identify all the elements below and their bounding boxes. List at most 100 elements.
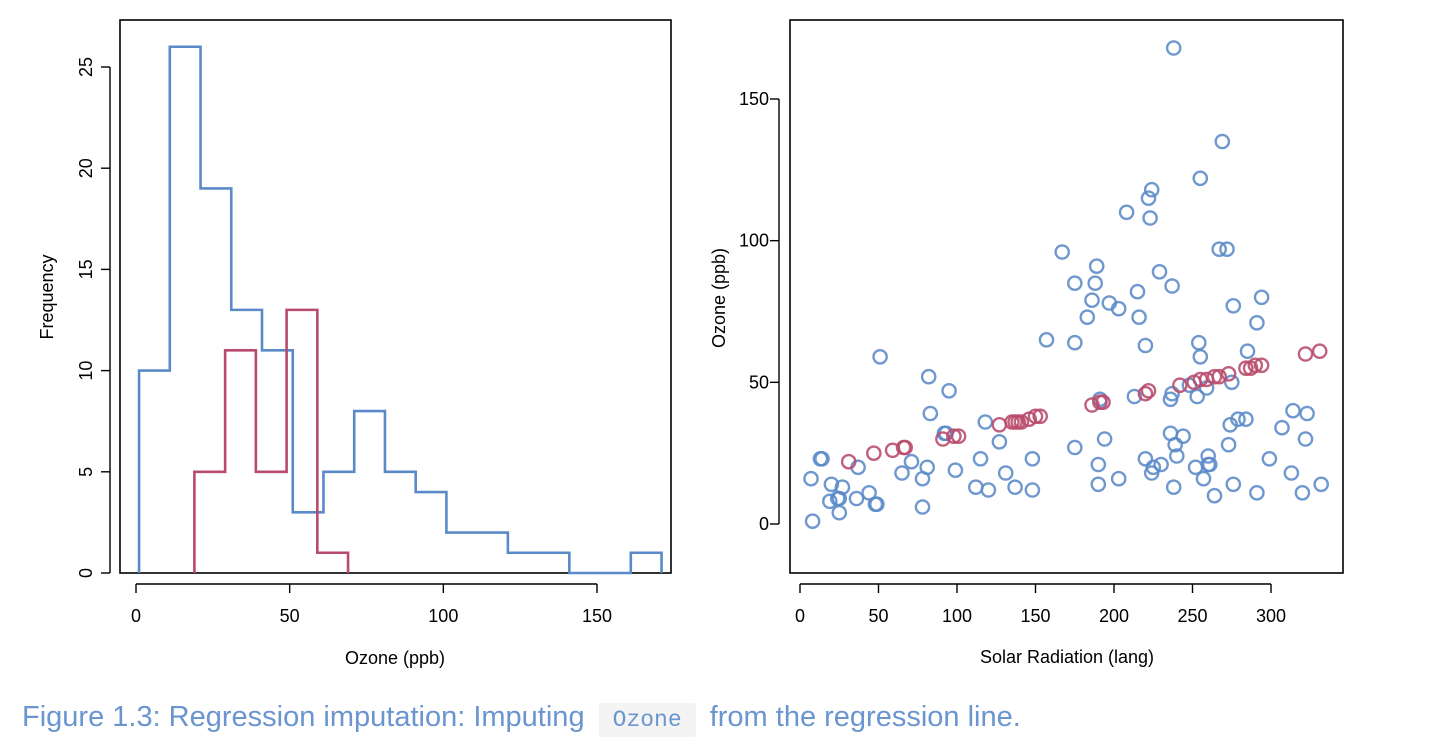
scatter-observed-point [834,479,851,496]
scatter-imputed-point [1253,357,1270,374]
scatter-observed-point [1313,476,1329,493]
histogram-y-axis-label: Frequency [37,254,57,339]
histogram-observed-series [137,45,663,575]
scatter-observed-point [1192,170,1209,187]
scatter-observed-point [1151,263,1168,280]
scatter-observed-point [1238,411,1254,428]
scatter-observed-point [1202,456,1218,473]
scatter-observed-point [861,484,877,501]
scatter-observed-point [977,414,994,430]
scatter-observed-point [1088,258,1105,275]
histogram-plot-frame [119,19,672,574]
scatter-observed-point [803,470,819,487]
scatter-imputed-point [1172,377,1188,394]
scatter-imputed-point [1297,346,1314,362]
scatter-observed-point [980,482,997,498]
scatter-observed-point [919,459,936,476]
scatter-observed-point [823,476,840,493]
scatter-x-tick-label: 100 [942,606,972,626]
scatter-imputed-point [866,445,882,462]
scatter-observed-point [894,465,910,481]
scatter-observed-point [1189,388,1205,405]
scatter-imputed-point [1084,397,1100,413]
scatter-observed-point [1225,476,1242,493]
scatter-observed-point [1274,419,1290,436]
scatter-observed-point [1253,289,1270,306]
scatter-observed-point [1110,470,1127,487]
histogram-x-tick-label: 50 [280,606,300,626]
scatter-observed-point [920,368,937,385]
scatter-x-tick-label: 0 [795,606,805,626]
scatter-observed-point [947,462,964,479]
scatter-observed-point [1145,459,1162,476]
scatter-observed-point [1067,275,1083,292]
scatter-observed-point [831,504,848,521]
scatter-observed-point [1142,210,1158,226]
figure-caption: Figure 1.3: Regression imputation: Imput… [22,694,1422,740]
scatter-observed-point [1220,436,1237,453]
scatter-observed-point [1167,436,1183,453]
scatter-observed-point [1249,484,1265,501]
scatter-observed-point [1191,334,1207,351]
scatter-imputed-point [1137,385,1154,402]
scatter-observed-point [822,493,838,510]
scatter-observed-point [1140,190,1157,206]
scatter-observed-point [1090,456,1107,473]
scatter-y-axis-label: Ozone (ppb) [709,248,729,348]
scatter-observed-point [1067,334,1083,351]
scatter-observed-point [1096,431,1113,447]
scatter-observed-point [1087,275,1103,292]
scatter-observed-point [869,496,885,513]
scatter-observed-point [1153,456,1169,473]
histogram-y-tick-label: 25 [76,57,96,77]
scatter-imputed-point [1247,357,1264,374]
scatter-observed-point [972,450,989,467]
scatter-observed-point [991,433,1008,450]
scatter-observed-point [1067,439,1083,456]
scatter-imputed-point [1032,408,1048,425]
scatter-y-tick-label: 150 [739,89,769,109]
scatter-observed-point [1110,300,1127,317]
scatter-observed-point [1192,348,1209,365]
scatter-observed-point [1165,479,1182,496]
scatter-observed-point [1165,40,1182,56]
scatter-observed-point [1079,309,1096,326]
histogram-y-tick-label: 5 [76,467,96,477]
scatter-x-tick-label: 50 [868,606,888,626]
scatter-imputed-point [897,439,914,456]
histogram-y-tick-label: 0 [76,568,96,578]
scatter-observed-point [1024,450,1041,467]
scatter-observed-point [1211,241,1227,257]
scatter-observed-point [941,382,957,399]
scatter-observed-point [1283,465,1300,481]
scatter-imputed-point [1220,365,1237,382]
scatter-plot-frame [789,19,1344,574]
histogram-y-tick-label: 10 [76,361,96,381]
scatter-observed-point [968,479,984,496]
histogram-y-tick-label: 15 [76,259,96,279]
scatter-observed-point [1038,331,1055,348]
histogram-x-tick-label: 150 [582,606,612,626]
scatter-observed-point [1285,402,1301,419]
scatter-x-tick-label: 200 [1099,606,1129,626]
scatter-observed-point [1090,476,1107,493]
histogram-imputed-series [193,308,350,573]
scatter-imputed-point [991,416,1008,433]
scatter-observed-point [1007,479,1023,496]
scatter-observed-point [1169,448,1185,464]
scatter-imputed-point [1140,382,1157,399]
scatter-observed-point [1129,283,1146,300]
scatter-observed-point [1137,450,1154,467]
histogram-x-tick-label: 0 [131,606,141,626]
scatter-imputed-point [935,431,951,447]
scatter-observed-point [872,348,888,365]
scatter-observed-point [1137,337,1154,354]
scatter-y-tick-label: 0 [759,514,769,534]
scatter-observed-point [1230,411,1246,428]
scatter-observed-point [1195,470,1212,487]
histogram-series [137,45,663,575]
scatter-imputed-point [950,428,967,445]
histogram-panel: 0 50 100 150 0 5 10 15 20 25 Ozone (ppb) Frequenc… [37,19,672,668]
scatter-x-tick-label: 150 [1020,606,1050,626]
scatter-observed-point [1294,484,1311,501]
